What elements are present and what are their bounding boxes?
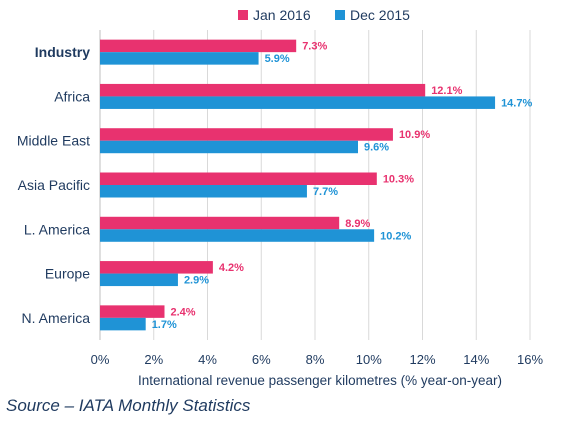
data-label: 10.3% [383, 174, 414, 186]
data-label: 2.9% [184, 275, 209, 287]
x-tick-label: 12% [409, 352, 435, 367]
source-note: Source – IATA Monthly Statistics [6, 396, 251, 415]
bar [100, 39, 297, 53]
bar [100, 52, 259, 65]
bar [100, 185, 307, 198]
x-tick-label: 4% [198, 352, 217, 367]
category-label: L. America [24, 221, 90, 237]
category-label: N. America [22, 310, 91, 326]
bar [100, 216, 340, 230]
bar [100, 229, 375, 242]
x-tick-label: 10% [356, 352, 382, 367]
bar [100, 140, 358, 154]
category-label: Europe [45, 266, 90, 282]
data-label: 14.7% [501, 97, 532, 109]
data-label: 9.6% [364, 142, 389, 154]
bar [100, 273, 178, 287]
x-tick-label: 0% [91, 352, 110, 367]
bar [100, 83, 426, 97]
x-tick-label: 6% [252, 352, 271, 367]
legend: Jan 2016 Dec 2015 [238, 7, 410, 23]
bar [100, 96, 496, 109]
legend-label: Dec 2015 [350, 7, 410, 23]
legend-label: Jan 2016 [253, 7, 311, 23]
data-label: 4.2% [219, 262, 244, 274]
bars: 7.3% 5.9% 12.1% 14.7% 10.9% 9.6% 10.3% 7.7% 8.9%… [100, 39, 532, 331]
legend-swatch [238, 10, 248, 20]
data-label: 2.4% [171, 306, 196, 318]
x-tick-label: 16% [517, 352, 543, 367]
legend-swatch [335, 10, 345, 20]
bar [100, 172, 377, 185]
bar [100, 305, 165, 318]
x-tick-label: 14% [463, 352, 489, 367]
bar [100, 128, 393, 141]
category-label: Africa [54, 88, 90, 104]
data-label: 5.9% [265, 53, 290, 65]
category-label: Asia Pacific [18, 177, 90, 193]
data-label: 12.1% [431, 85, 462, 97]
x-tick-labels: 0% 2% 4% 6% 8% 10% 12% 14% 16% [91, 352, 544, 367]
x-axis-label: International revenue passenger kilometr… [138, 373, 502, 388]
data-label: 1.7% [152, 319, 177, 331]
bar [100, 261, 213, 274]
data-label: 10.9% [399, 129, 430, 141]
data-label: 8.9% [345, 218, 370, 230]
category-label: Industry [35, 44, 90, 60]
category-labels: Industry Africa Middle East Asia Pacific L. … [17, 44, 90, 326]
x-tick-label: 2% [144, 352, 163, 367]
data-label: 7.7% [313, 186, 338, 198]
category-label: Middle East [17, 133, 90, 149]
data-label: 7.3% [302, 41, 327, 53]
data-label: 10.2% [380, 230, 411, 242]
bar [100, 317, 146, 331]
x-tick-label: 8% [306, 352, 325, 367]
